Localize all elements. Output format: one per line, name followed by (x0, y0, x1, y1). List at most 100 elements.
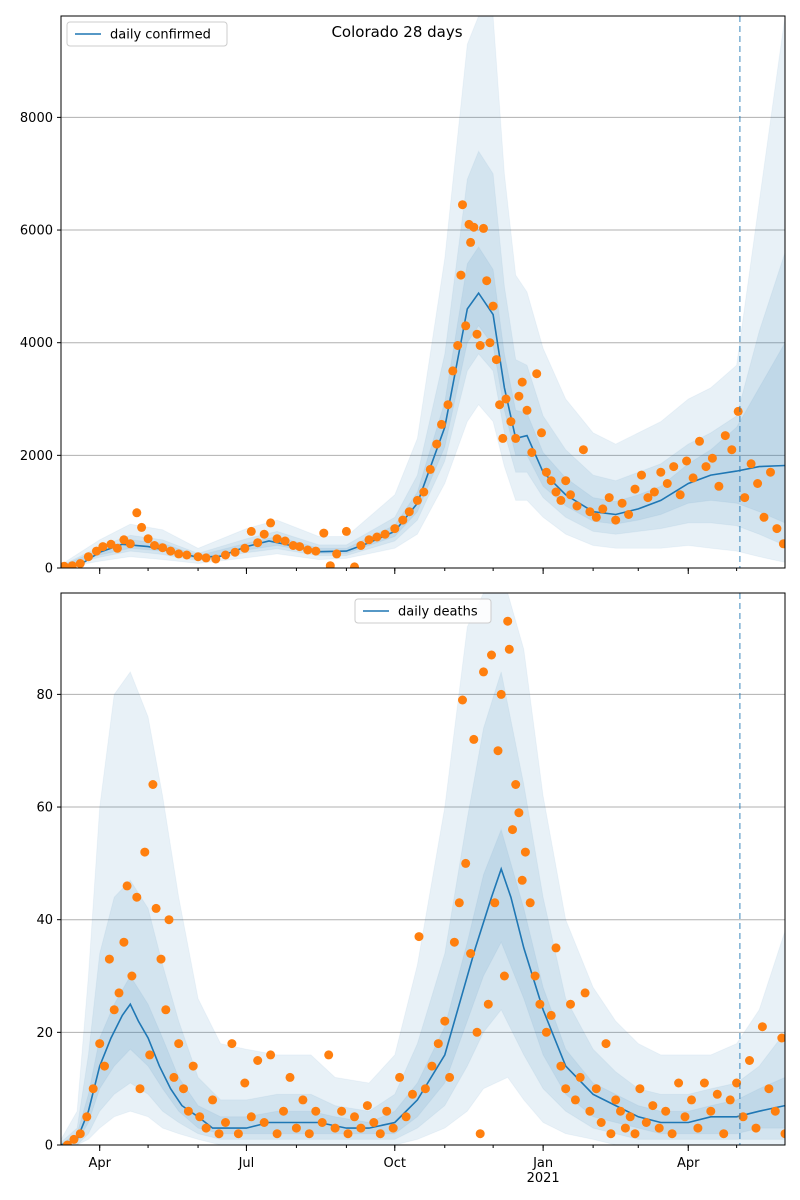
data-point (291, 1123, 301, 1133)
data-point (412, 495, 422, 505)
uncertainty-band (61, 593, 785, 1145)
data-point (687, 1095, 696, 1105)
data-point (183, 1106, 193, 1116)
data-point (382, 1106, 392, 1116)
data-point (408, 1089, 417, 1099)
data-point (454, 898, 464, 908)
data-point (490, 898, 500, 908)
data-point (158, 543, 168, 553)
legend-box (66, 21, 228, 47)
y-tick-label: 2000 (20, 449, 53, 464)
data-point (469, 222, 479, 232)
data-point (591, 512, 601, 522)
data-point (453, 341, 463, 350)
data-point (620, 1123, 630, 1133)
uncertainty-band (61, 671, 785, 1145)
data-point (106, 539, 116, 549)
data-point (380, 529, 390, 539)
data-point (448, 366, 458, 376)
y-tick-label: 0 (45, 562, 53, 577)
data-point (688, 473, 698, 483)
data-point (174, 1039, 184, 1049)
data-point (449, 937, 459, 947)
data-point (667, 1129, 677, 1139)
data-point (279, 1106, 288, 1116)
data-point (188, 1061, 198, 1071)
data-point (221, 550, 230, 560)
data-point (156, 954, 166, 964)
data-point (479, 667, 488, 677)
data-point (140, 847, 150, 857)
data-point (662, 479, 672, 488)
data-point (253, 1056, 263, 1065)
data-point (211, 554, 221, 564)
data-point (637, 470, 646, 480)
data-point (324, 1050, 334, 1060)
data-point (114, 988, 124, 998)
data-point (298, 1095, 308, 1105)
data-point (280, 536, 290, 546)
data-point (375, 1129, 385, 1139)
data-point (112, 543, 122, 553)
data-point (272, 1129, 282, 1139)
data-point (504, 644, 514, 654)
data-point (764, 1084, 774, 1094)
data-point (654, 1123, 664, 1133)
data-point (606, 1129, 616, 1139)
data-point (369, 1118, 379, 1127)
data-point (132, 508, 142, 518)
data-point (432, 439, 442, 449)
data-point (585, 507, 595, 517)
data-point (732, 1078, 742, 1088)
uncertainty-band (61, 150, 785, 568)
data-point (445, 1072, 455, 1082)
data-point (541, 467, 551, 477)
data-point (62, 1140, 72, 1145)
data-point (433, 1039, 443, 1049)
data-point (148, 780, 158, 789)
data-point (330, 1123, 340, 1133)
data-point (414, 932, 424, 942)
data-point (364, 535, 374, 545)
data-point (611, 515, 621, 525)
data-point (221, 1118, 230, 1127)
data-point (525, 898, 535, 908)
data-point (487, 650, 496, 660)
data-point (195, 1112, 205, 1122)
data-point (304, 1129, 314, 1139)
data-point (266, 518, 276, 528)
data-point (119, 535, 129, 545)
data-point (425, 464, 435, 474)
data-point (461, 321, 471, 331)
data-point (541, 1027, 551, 1037)
data-point (174, 549, 184, 559)
y-tick-label: 8000 (20, 111, 53, 126)
data-point (388, 1123, 398, 1133)
data-point (575, 1072, 585, 1082)
legend: daily confirmed (66, 21, 228, 47)
data-point (67, 561, 77, 568)
data-point (725, 1095, 735, 1105)
data-point (556, 1061, 566, 1071)
data-point (325, 561, 335, 568)
data-point (493, 746, 503, 756)
legend-label: daily confirmed (110, 28, 211, 43)
data-point (551, 943, 561, 953)
data-point (630, 1129, 640, 1139)
data-point (546, 476, 556, 486)
data-point (201, 1123, 211, 1133)
data-point (572, 501, 582, 511)
data-point (777, 1033, 785, 1043)
uncertainty-band (61, 245, 785, 568)
y-tick-label: 20 (36, 1026, 53, 1041)
data-point (420, 1084, 430, 1094)
data-point (566, 999, 575, 1009)
data-point (695, 436, 704, 446)
data-point (680, 1112, 690, 1122)
axes-frame (60, 15, 786, 569)
data-point (214, 1129, 224, 1139)
data-point (706, 1106, 716, 1116)
data-point (527, 448, 537, 457)
data-point (332, 549, 342, 559)
legend-box (354, 598, 492, 624)
